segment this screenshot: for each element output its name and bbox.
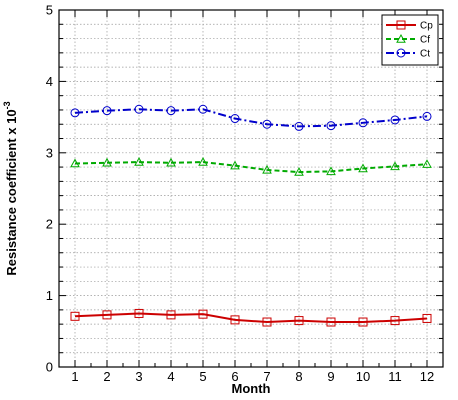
y-tick-label: 2 [46, 217, 53, 232]
data-point-ct [422, 111, 432, 121]
x-tick-label: 8 [295, 369, 302, 384]
data-point-cf [134, 157, 144, 166]
data-point-ct [134, 104, 144, 114]
data-point-ct [358, 118, 368, 128]
x-tick-label: 4 [167, 369, 174, 384]
data-point-cf [166, 157, 176, 167]
series-cp [70, 308, 432, 327]
data-point-cp [134, 308, 144, 318]
y-axis-title-text: Resistance coefficient x 10 [4, 109, 19, 275]
y-tick-label: 3 [46, 145, 53, 160]
x-axis-title: Month [232, 381, 271, 396]
series-cf [70, 157, 432, 176]
data-point-cf [70, 158, 80, 168]
plot-area-frame [58, 9, 444, 368]
series-line-ct [74, 108, 428, 128]
x-tick-label: 12 [420, 369, 434, 384]
data-point-cf [230, 160, 240, 170]
series-lines [70, 104, 432, 327]
legend-label-ct: Ct [420, 49, 430, 60]
data-point-cp [102, 310, 112, 320]
data-point-cp [422, 313, 432, 323]
data-point-cf [326, 166, 336, 176]
legend-marker-cf [396, 33, 406, 43]
axis-ticks [59, 9, 443, 368]
y-tick-label: 5 [46, 3, 53, 18]
series-line-cf [74, 161, 428, 174]
y-tick-labels: 0 1 2 3 4 5 [46, 3, 53, 375]
x-tick-label: 6 [231, 369, 238, 384]
x-tick-label: 2 [103, 369, 110, 384]
data-point-cf [390, 161, 400, 171]
data-point-cp [230, 315, 240, 325]
data-point-ct [230, 114, 240, 124]
data-point-cp [166, 310, 176, 320]
data-point-ct [70, 108, 80, 118]
y-axis-title-exponent: -3 [2, 101, 12, 109]
y-tick-label: 1 [46, 288, 53, 303]
data-point-cf [102, 157, 112, 167]
data-point-cp [390, 316, 400, 326]
data-point-ct [102, 106, 112, 116]
data-point-cf [422, 159, 432, 168]
x-tick-label: 7 [263, 369, 270, 384]
grid-lines [59, 10, 443, 367]
y-tick-label: 4 [46, 74, 53, 89]
data-point-cf [262, 164, 272, 174]
series-line-cp [74, 312, 428, 324]
data-point-ct [326, 121, 336, 131]
x-tick-label: 9 [327, 369, 334, 384]
y-tick-label: 0 [46, 360, 53, 375]
data-point-ct [390, 115, 400, 125]
legend: Cp Cf Ct [381, 14, 439, 66]
data-point-ct [294, 121, 304, 131]
legend-marker-ct [396, 48, 406, 58]
data-point-cf [294, 167, 304, 176]
data-point-cp [326, 317, 336, 327]
data-point-cp [358, 317, 368, 327]
x-tick-labels: 1 2 3 4 5 6 7 8 9 10 11 12 [71, 369, 434, 384]
data-point-cf [358, 163, 368, 173]
legend-label-cp: Cp [420, 21, 433, 32]
data-point-ct [198, 104, 208, 114]
data-point-ct [166, 106, 176, 116]
data-point-ct [262, 119, 272, 129]
x-tick-label: 10 [356, 369, 370, 384]
x-tick-label: 5 [199, 369, 206, 384]
legend-label-cf: Cf [420, 35, 430, 46]
data-point-cp [198, 309, 208, 319]
series-ct [70, 104, 432, 131]
y-axis-title: Resistance coefficient x 10-3 [2, 101, 19, 275]
x-tick-label: 1 [71, 369, 78, 384]
x-tick-label: 3 [135, 369, 142, 384]
x-tick-label: 11 [388, 369, 402, 384]
data-point-cp [294, 316, 304, 326]
legend-marker-cp [396, 20, 406, 30]
data-point-cp [70, 311, 80, 321]
data-point-cp [262, 317, 272, 327]
data-point-cf [198, 157, 208, 166]
